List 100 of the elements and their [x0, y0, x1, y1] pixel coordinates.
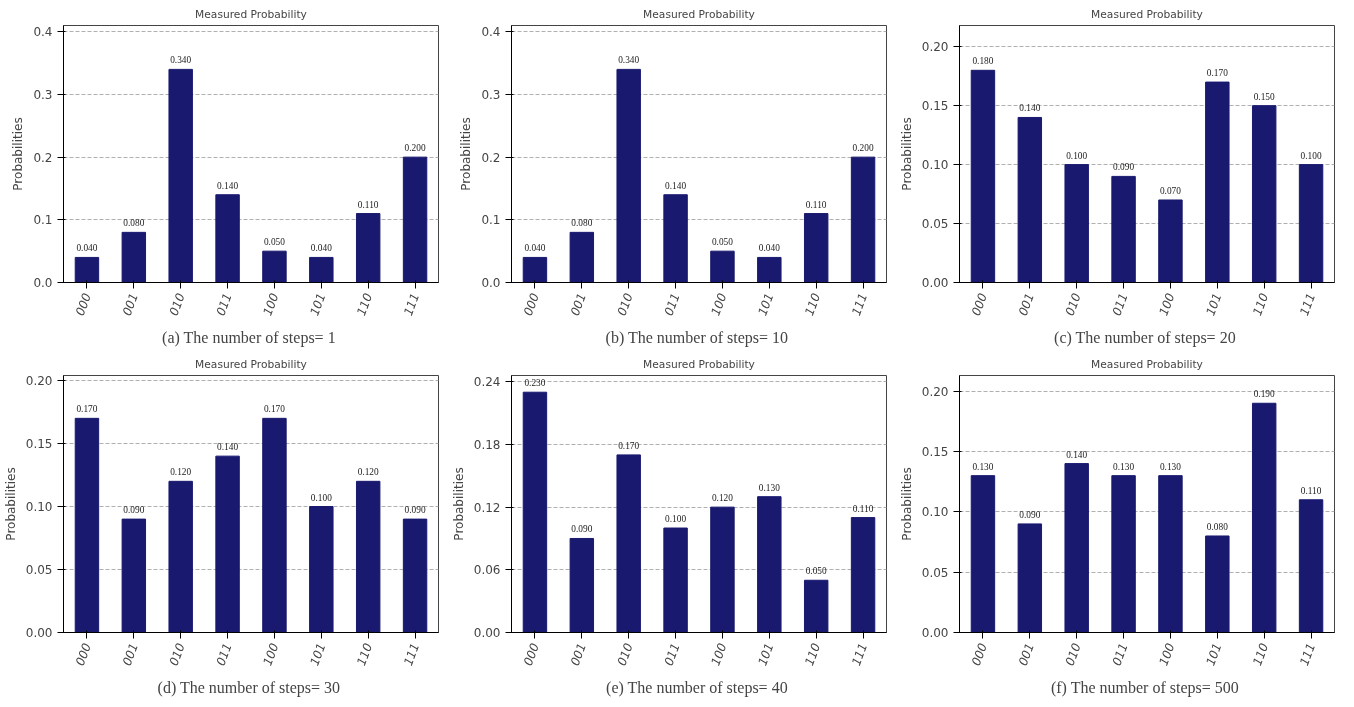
- y-tick-label: 0.12: [473, 500, 501, 515]
- y-tick-label: 0.24: [473, 375, 501, 390]
- y-tick-label: 0.00: [921, 276, 949, 290]
- x-tick-label: 100: [708, 290, 730, 318]
- y-tick-label: 0.05: [921, 217, 949, 232]
- data-label: 0.100: [665, 514, 687, 525]
- y-tick-label: 0.15: [25, 437, 53, 452]
- x-tick-label: 010: [1062, 640, 1084, 668]
- x-tick-label: 011: [1109, 291, 1131, 318]
- chart-title: Measured Probability: [195, 7, 307, 21]
- data-label: 0.090: [404, 505, 426, 516]
- text: (e) The number of steps= 40: [606, 678, 788, 697]
- x-tick-label: 001: [1015, 641, 1037, 668]
- data-label: 0.200: [852, 143, 874, 154]
- x-tick-label: 110: [1250, 290, 1272, 318]
- x-tick-label: 100: [1156, 290, 1178, 318]
- x-tick-label: 001: [119, 641, 141, 668]
- data-label: 0.070: [1159, 185, 1182, 196]
- x-tick-label: 101: [307, 291, 329, 318]
- y-tick-label: 0.20: [25, 374, 53, 389]
- data-label: 0.040: [310, 243, 333, 254]
- y-tick-label: 0.00: [473, 626, 501, 640]
- y-tick-label: 0.1: [481, 213, 501, 228]
- data-label: 0.110: [357, 199, 379, 210]
- x-tick-label: 010: [614, 640, 636, 668]
- data-label: 0.110: [805, 199, 827, 210]
- data-label: 0.130: [972, 461, 994, 472]
- data-label: 0.100: [1066, 150, 1088, 161]
- x-tick-label: 011: [213, 641, 235, 668]
- x-tick-label: 100: [708, 640, 730, 668]
- data-label: 0.130: [758, 482, 781, 493]
- x-tick-label: 101: [755, 291, 777, 318]
- y-axis-title: Probabilities: [11, 117, 26, 191]
- data-label: 0.090: [123, 505, 145, 516]
- y-tick-label: 0.0: [481, 276, 501, 290]
- y-tick-label: 0.10: [921, 505, 949, 520]
- data-label: 0.130: [1159, 461, 1182, 472]
- data-label: 0.100: [1300, 150, 1322, 161]
- x-tick-label: 000: [73, 640, 95, 668]
- chart-title: Measured Probability: [1091, 7, 1203, 21]
- data-label: 0.110: [1300, 485, 1322, 496]
- x-tick-label: 001: [1015, 291, 1037, 318]
- x-tick-label: 010: [614, 290, 636, 318]
- y-axis-title: Probabilities: [3, 467, 18, 541]
- text: (c) The number of steps= 20: [1054, 328, 1236, 347]
- data-label: 0.090: [1113, 162, 1135, 173]
- x-tick-label: 100: [260, 290, 282, 318]
- x-tick-label: 110: [1250, 640, 1272, 668]
- data-label: 0.100: [310, 492, 333, 503]
- data-label: 0.140: [1066, 449, 1088, 460]
- text: (f) The number of steps= 500: [1050, 678, 1239, 697]
- x-tick-label: 110: [802, 640, 824, 668]
- x-tick-label: 000: [521, 290, 543, 318]
- y-tick-label: 0.10: [921, 158, 949, 173]
- x-tick-label: 110: [802, 290, 824, 318]
- y-tick-label: 0.20: [921, 384, 949, 399]
- data-label: 0.090: [1019, 509, 1041, 520]
- x-tick-label: 010: [166, 640, 188, 668]
- x-tick-label: 101: [755, 641, 777, 668]
- data-label: 0.170: [618, 440, 640, 451]
- text: (d) The number of steps= 30: [157, 678, 341, 697]
- y-tick-label: 0.10: [25, 500, 53, 515]
- data-label: 0.040: [758, 243, 781, 254]
- data-label: 0.170: [76, 404, 98, 415]
- x-tick-label: 111: [849, 641, 871, 668]
- x-tick-label: 101: [1203, 641, 1225, 668]
- x-tick-label: 010: [1062, 290, 1084, 318]
- y-axis-title: Probabilities: [451, 467, 466, 541]
- x-tick-label: 001: [567, 291, 589, 318]
- x-tick-label: 111: [1297, 641, 1319, 668]
- y-tick-label: 0.2: [481, 150, 501, 165]
- x-tick-label: 111: [1297, 291, 1319, 318]
- data-label: 0.080: [123, 218, 145, 229]
- x-tick-label: 000: [969, 290, 991, 318]
- x-tick-label: 011: [213, 291, 235, 318]
- chart-title: Measured Probability: [195, 357, 307, 371]
- y-axis-title: Probabilities: [899, 117, 914, 191]
- data-label: 0.050: [263, 237, 286, 248]
- y-tick-label: 0.3: [481, 87, 501, 102]
- y-tick-label: 0.2: [33, 150, 53, 165]
- y-tick-label: 0.20: [921, 40, 949, 55]
- data-label: 0.340: [618, 55, 640, 66]
- data-label: 0.080: [1206, 521, 1229, 532]
- data-label: 0.170: [1206, 68, 1229, 79]
- data-label: 0.150: [1253, 91, 1276, 102]
- text: (b) The number of steps= 10: [605, 328, 789, 347]
- chart-title: Measured Probability: [643, 357, 755, 371]
- data-label: 0.170: [263, 404, 286, 415]
- y-axis-title: Probabilities: [459, 117, 474, 191]
- y-tick-label: 0.1: [33, 213, 53, 228]
- y-tick-label: 0.05: [921, 565, 949, 580]
- y-tick-label: 0.18: [473, 437, 501, 452]
- data-label: 0.180: [972, 56, 994, 67]
- y-tick-label: 0.05: [25, 563, 53, 578]
- data-label: 0.110: [852, 503, 874, 514]
- data-label: 0.040: [76, 243, 98, 254]
- data-label: 0.340: [170, 55, 192, 66]
- y-tick-label: 0.3: [33, 87, 53, 102]
- x-tick-label: 101: [1203, 291, 1225, 318]
- data-label: 0.190: [1253, 389, 1276, 400]
